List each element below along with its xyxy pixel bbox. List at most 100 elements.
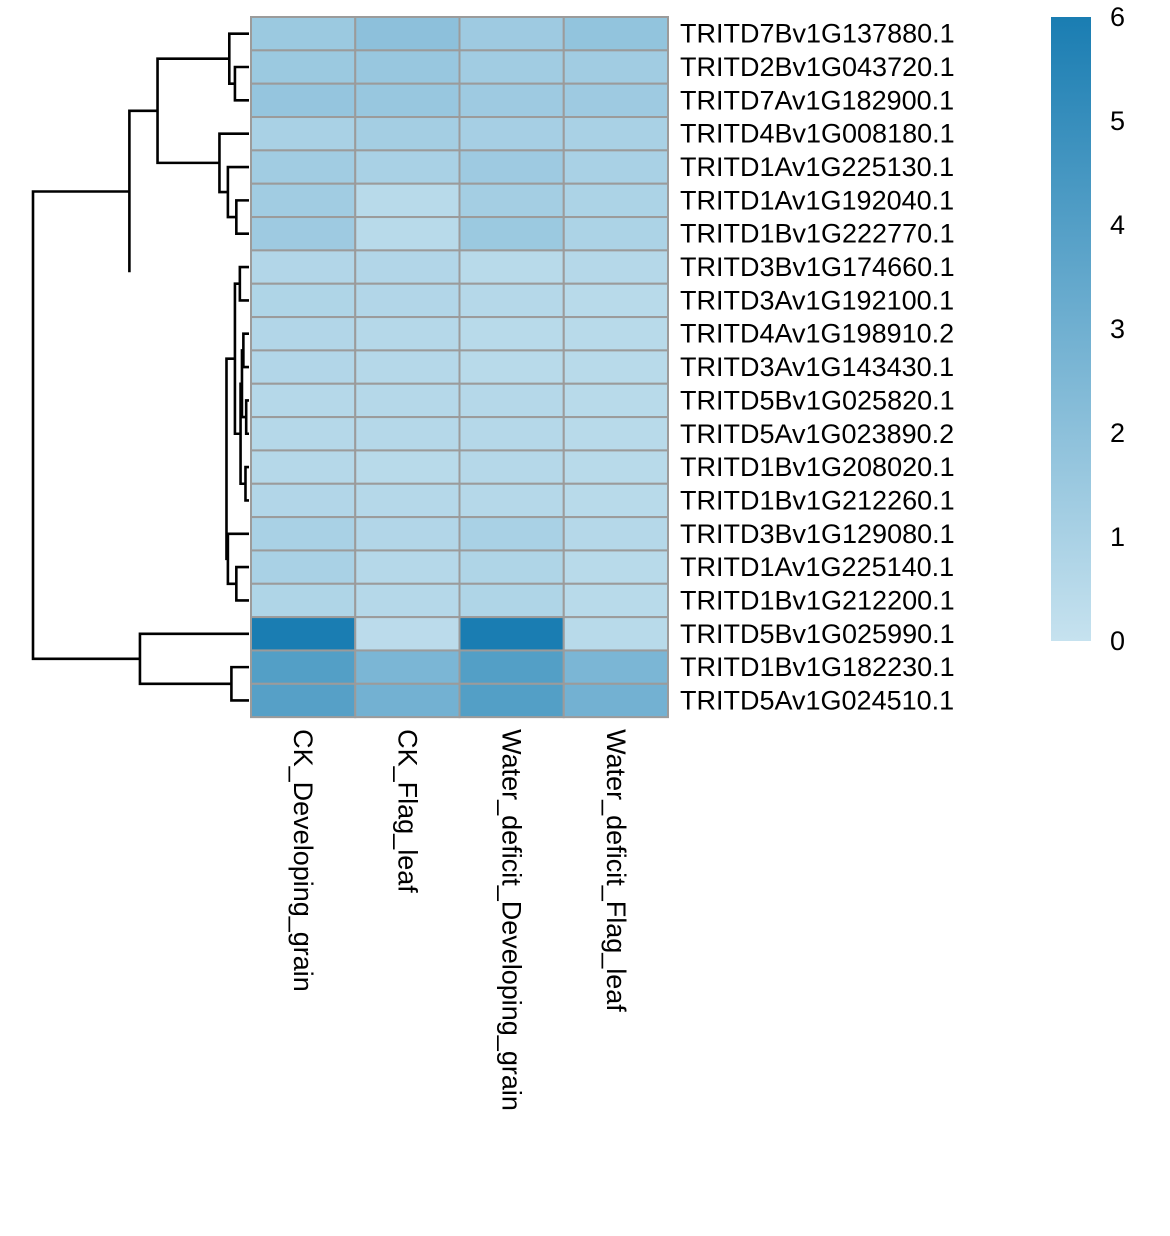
heatmap-cell [562,282,669,319]
row-label: TRITD1Av1G225130.1 [680,152,954,182]
column-label: CK_Developing_grain [288,729,318,992]
heatmap-cell [562,216,669,252]
heatmap-cell [354,16,461,52]
heatmap-cell [250,249,357,285]
row-label: TRITD1Bv1G208020.1 [680,452,955,482]
heatmap-cell [250,382,357,419]
color-legend-tick: 6 [1110,2,1125,32]
column-label: Water_deficit_Flag_leaf [601,729,631,1012]
row-label: TRITD1Bv1G222770.1 [680,219,955,249]
heatmap-cell [562,616,669,652]
heatmap-cell [562,182,669,219]
heatmap-cell [354,516,461,552]
heatmap-cell [250,449,357,485]
row-label: TRITD4Av1G198910.2 [680,319,954,349]
heatmap-cell [250,482,357,519]
heatmap-cell [250,549,357,585]
dendrogram-branch [226,532,249,586]
color-legend-tick: 2 [1110,418,1125,448]
heatmap-cell [354,416,461,452]
heatmap-cell [458,316,565,352]
row-label: TRITD1Bv1G212200.1 [680,585,955,615]
dendrogram-branch [226,165,249,219]
heatmap-cell [562,49,669,85]
dendrogram-branch [244,465,249,502]
heatmap-cell [458,49,565,85]
heatmap-cell [458,649,565,685]
dendrogram-branch [244,399,249,436]
heatmap-cell [354,449,461,485]
dendrogram-branch [238,265,249,302]
heatmap-cell [250,316,357,352]
row-label: TRITD4Bv1G008180.1 [680,119,955,149]
heatmap-cell [458,149,565,185]
column-labels: CK_Developing_grain CK_Flag_leaf Water_def… [288,729,631,1111]
heatmap-cell [458,282,565,319]
heatmap-cell [562,249,669,285]
heatmap-cell [250,82,357,119]
heatmap-cell [354,649,461,685]
heatmap-cell [562,82,669,119]
row-label: TRITD3Av1G143430.1 [680,352,954,382]
row-label: TRITD1Av1G192040.1 [680,185,954,215]
dendrogram-branch [225,357,235,561]
row-label: TRITD5Av1G023890.2 [680,419,954,449]
heatmap-cell [354,349,461,385]
heatmap-cell [354,582,461,619]
dendrogram-branch [235,565,249,602]
heatmap-cell [458,249,565,285]
color-legend: 0 1 2 3 4 5 6 [1051,2,1125,656]
dendrogram-branch [128,109,158,273]
heatmap-cell [354,149,461,185]
heatmap-cell [562,316,669,352]
color-legend-tick: 4 [1110,210,1125,240]
column-label: Water_deficit_Developing_grain [497,729,527,1111]
heatmap-cell [458,82,565,119]
heatmap-cell [354,282,461,319]
heatmap-cell [458,549,565,585]
heatmap-cells [250,16,669,719]
heatmap-cell [458,16,565,52]
dendrogram-branch [235,199,249,236]
heatmap-cell [562,16,669,52]
heatmap-cell [354,316,461,352]
row-label: TRITD2Bv1G043720.1 [680,52,955,82]
dendrogram-branch [138,632,249,686]
heatmap-cell [458,616,565,652]
heatmap-cell [354,616,461,652]
row-label: TRITD5Bv1G025990.1 [680,619,955,649]
row-label: TRITD5Av1G024510.1 [680,685,954,715]
heatmap-cell [458,416,565,452]
heatmap-cell [458,682,565,719]
heatmap-cell [562,149,669,185]
color-legend-tick: 5 [1110,106,1125,136]
heatmap-cell [250,49,357,85]
heatmap-cell [562,682,669,719]
heatmap-cell [354,182,461,219]
color-legend-tick: 3 [1110,314,1125,344]
dendrogram-branch [233,65,249,102]
dendrogram-branch [228,32,249,85]
row-label: TRITD7Bv1G137880.1 [680,19,955,49]
row-label: TRITD3Av1G192100.1 [680,285,954,315]
heatmap-cell [458,516,565,552]
heatmap-cell [458,349,565,385]
heatmap-cell [250,282,357,319]
heatmap-cell [562,549,669,585]
heatmap-cell [250,149,357,185]
dendrogram-branch [230,665,249,702]
heatmap-cell [562,582,669,619]
heatmap-cell [250,349,357,385]
dendrogram-branch [31,190,140,661]
heatmap-cell [250,616,357,652]
heatmap-cell [354,49,461,85]
heatmap-cell [458,182,565,219]
heatmap-cell [562,649,669,685]
heatmap-cell [250,116,357,152]
heatmap-cell [458,582,565,619]
heatmap-cell [562,516,669,552]
dendrogram-branch [218,132,249,194]
